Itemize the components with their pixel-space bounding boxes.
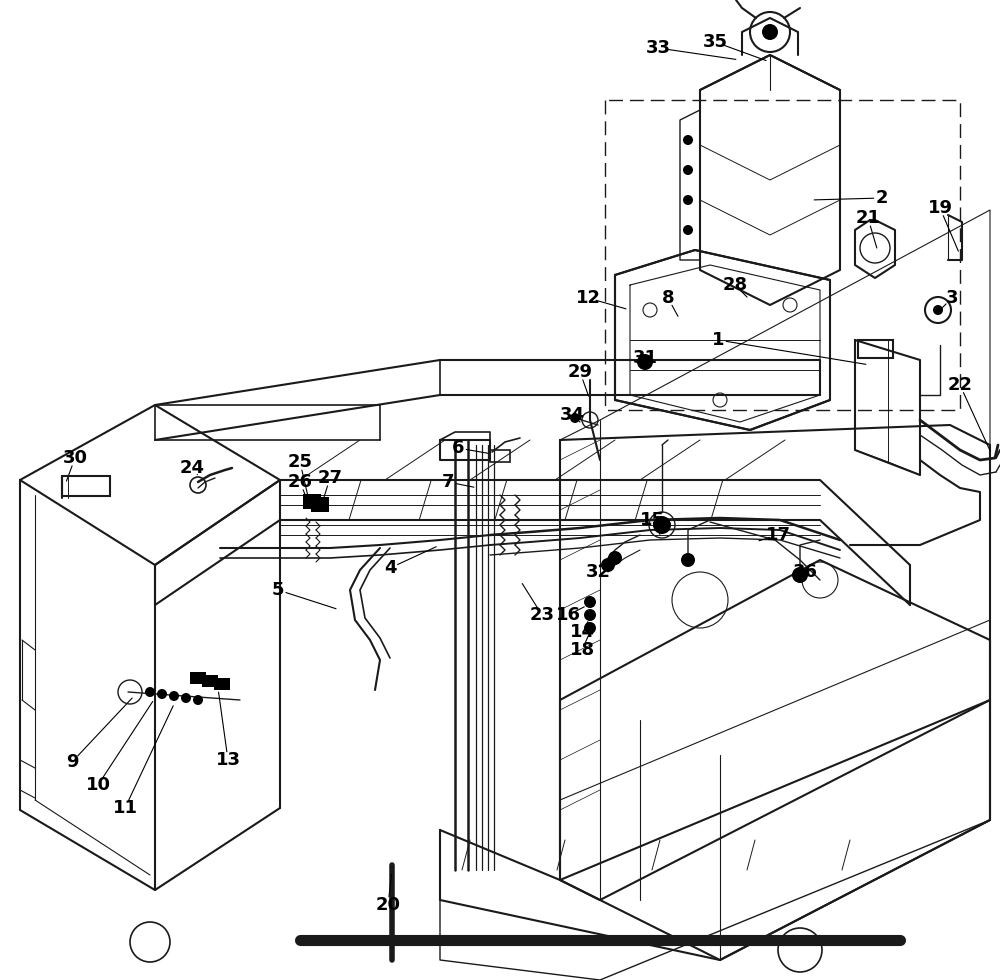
Text: 18: 18 <box>569 641 595 659</box>
Text: 5: 5 <box>272 581 284 599</box>
Circle shape <box>681 553 695 567</box>
Text: 36: 36 <box>792 563 818 581</box>
Text: 23: 23 <box>530 606 554 624</box>
Text: 24: 24 <box>180 459 205 477</box>
Bar <box>214 678 230 690</box>
Circle shape <box>157 689 167 699</box>
Text: 26: 26 <box>288 473 312 491</box>
Text: 4: 4 <box>384 559 396 577</box>
Circle shape <box>193 695 203 705</box>
Text: 6: 6 <box>452 439 464 457</box>
Circle shape <box>653 516 671 534</box>
Bar <box>858 340 893 358</box>
Circle shape <box>584 622 596 634</box>
Text: 16: 16 <box>556 606 580 624</box>
Circle shape <box>570 413 580 423</box>
Text: 15: 15 <box>640 511 664 529</box>
Text: 30: 30 <box>62 449 88 467</box>
Bar <box>311 497 329 512</box>
Text: 31: 31 <box>633 349 658 367</box>
Circle shape <box>584 609 596 621</box>
Text: 7: 7 <box>442 473 454 491</box>
Text: 34: 34 <box>560 406 584 424</box>
Circle shape <box>584 596 596 608</box>
Circle shape <box>169 691 179 701</box>
Text: 28: 28 <box>722 276 748 294</box>
Circle shape <box>762 24 778 40</box>
Circle shape <box>792 567 808 583</box>
Text: 11: 11 <box>112 799 138 817</box>
Circle shape <box>608 551 622 565</box>
Circle shape <box>601 558 615 572</box>
Text: 33: 33 <box>646 39 670 57</box>
Circle shape <box>683 225 693 235</box>
Circle shape <box>683 195 693 205</box>
Bar <box>303 494 321 509</box>
Text: 29: 29 <box>568 363 592 381</box>
Text: 9: 9 <box>66 753 78 771</box>
Bar <box>62 476 110 496</box>
Text: 20: 20 <box>376 896 400 914</box>
Text: 22: 22 <box>948 376 972 394</box>
Bar <box>490 450 510 462</box>
Text: 14: 14 <box>570 623 594 641</box>
Text: 10: 10 <box>86 776 110 794</box>
Text: 8: 8 <box>662 289 674 307</box>
Bar <box>202 675 218 687</box>
Circle shape <box>637 354 653 370</box>
Text: 17: 17 <box>766 526 790 544</box>
Text: 12: 12 <box>576 289 600 307</box>
Text: 19: 19 <box>928 199 952 217</box>
Text: 25: 25 <box>288 453 312 471</box>
Text: 35: 35 <box>702 33 728 51</box>
Text: 3: 3 <box>946 289 958 307</box>
Text: 21: 21 <box>856 209 881 227</box>
Circle shape <box>683 165 693 175</box>
Text: 32: 32 <box>586 563 610 581</box>
Text: 27: 27 <box>318 469 342 487</box>
Circle shape <box>933 305 943 315</box>
Bar <box>190 672 206 684</box>
Text: 2: 2 <box>876 189 888 207</box>
Text: 13: 13 <box>216 751 240 769</box>
Circle shape <box>683 135 693 145</box>
Circle shape <box>181 693 191 703</box>
Text: 1: 1 <box>712 331 724 349</box>
Circle shape <box>145 687 155 697</box>
